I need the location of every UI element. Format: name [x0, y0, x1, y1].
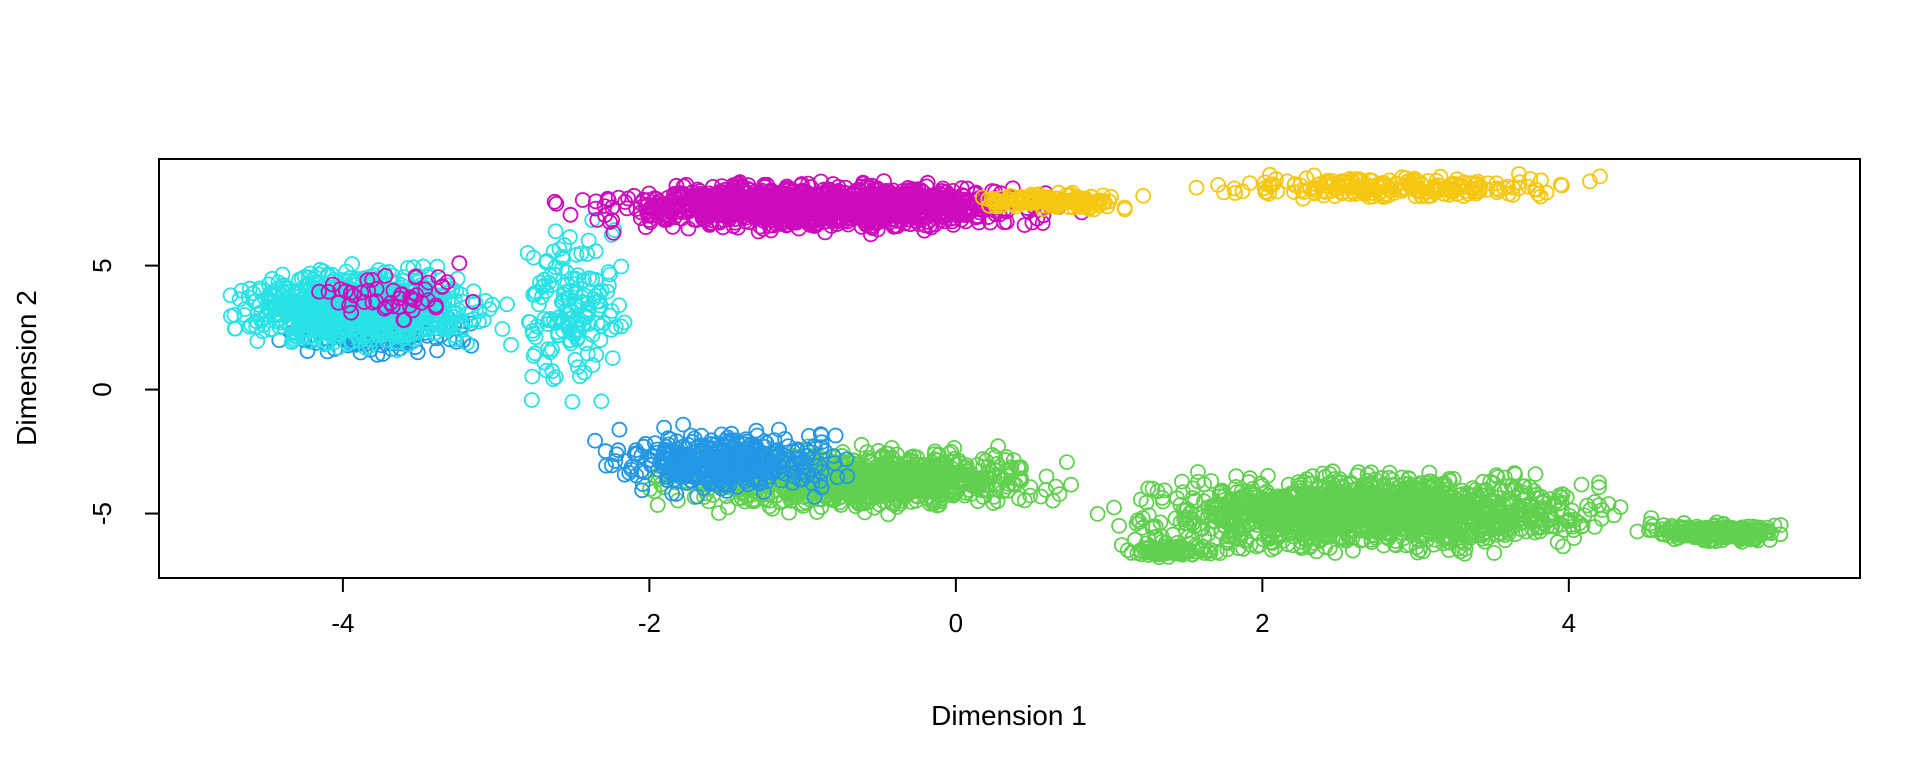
data-point — [593, 393, 610, 410]
data-point — [1048, 478, 1064, 495]
data-point — [889, 498, 905, 515]
data-point — [1582, 501, 1599, 518]
data-point — [1038, 468, 1055, 485]
data-point — [924, 454, 940, 471]
data-point — [503, 336, 519, 353]
data-point — [1051, 486, 1068, 503]
data-point — [1305, 534, 1322, 551]
data-point — [1111, 517, 1127, 534]
data-point — [1591, 479, 1607, 496]
data-point — [963, 465, 979, 482]
data-point — [1486, 545, 1503, 561]
data-point — [909, 488, 926, 505]
data-point — [954, 466, 971, 483]
data-point — [925, 482, 942, 499]
data-point — [562, 206, 579, 223]
data-point — [906, 478, 923, 495]
data-point — [494, 321, 511, 337]
data-point — [572, 368, 588, 385]
data-point — [564, 393, 581, 410]
data-point — [834, 444, 851, 460]
data-point — [587, 432, 603, 449]
data-point — [974, 451, 991, 468]
data-point — [956, 487, 973, 504]
data-point — [866, 499, 883, 516]
data-point — [580, 232, 597, 249]
data-point — [696, 489, 712, 505]
data-point — [795, 498, 811, 515]
data-point — [846, 452, 863, 469]
data-point — [827, 427, 844, 444]
data-point — [985, 495, 1002, 511]
data-point — [823, 489, 839, 506]
data-point — [1242, 470, 1258, 487]
data-point — [729, 490, 746, 507]
data-point — [739, 488, 755, 505]
data-point — [1156, 482, 1173, 499]
data-point — [1174, 473, 1190, 490]
data-point — [926, 446, 943, 463]
data-point — [1013, 460, 1029, 477]
data-point — [997, 463, 1014, 480]
data-point — [986, 461, 1002, 478]
data-point — [915, 469, 932, 486]
data-point — [1527, 466, 1544, 483]
data-point — [499, 296, 515, 313]
data-point — [852, 479, 869, 496]
data-point — [1113, 537, 1130, 553]
data-point — [923, 470, 940, 487]
data-point — [893, 467, 909, 484]
points-layer — [222, 166, 1789, 566]
data-point — [781, 504, 797, 521]
data-point — [980, 477, 996, 494]
data-point — [1063, 476, 1079, 493]
data-point — [1591, 474, 1607, 491]
data-point — [889, 483, 906, 500]
data-point — [711, 505, 727, 521]
data-point — [1441, 542, 1457, 558]
data-point — [1059, 454, 1075, 471]
data-point — [720, 499, 736, 516]
data-point — [1549, 534, 1566, 550]
data-point — [868, 474, 885, 491]
data-point — [936, 456, 953, 473]
data-point — [1022, 487, 1039, 504]
data-point — [990, 438, 1006, 455]
data-point — [852, 487, 869, 504]
data-point — [880, 445, 897, 462]
data-point — [874, 473, 891, 490]
data-point — [524, 368, 541, 385]
data-point — [616, 314, 633, 331]
data-point — [604, 350, 621, 367]
data-point — [1106, 499, 1122, 516]
data-point — [1005, 476, 1022, 492]
data-point — [882, 468, 899, 485]
data-point — [1573, 476, 1590, 493]
data-point — [809, 504, 825, 520]
data-point — [547, 223, 564, 240]
data-point — [959, 463, 975, 480]
data-point — [649, 497, 666, 513]
data-point — [1089, 506, 1106, 522]
data-point — [523, 392, 540, 408]
data-point — [987, 449, 1004, 466]
data-point — [613, 258, 630, 275]
data-point — [481, 301, 498, 318]
data-point — [611, 421, 628, 438]
data-point — [982, 469, 998, 486]
